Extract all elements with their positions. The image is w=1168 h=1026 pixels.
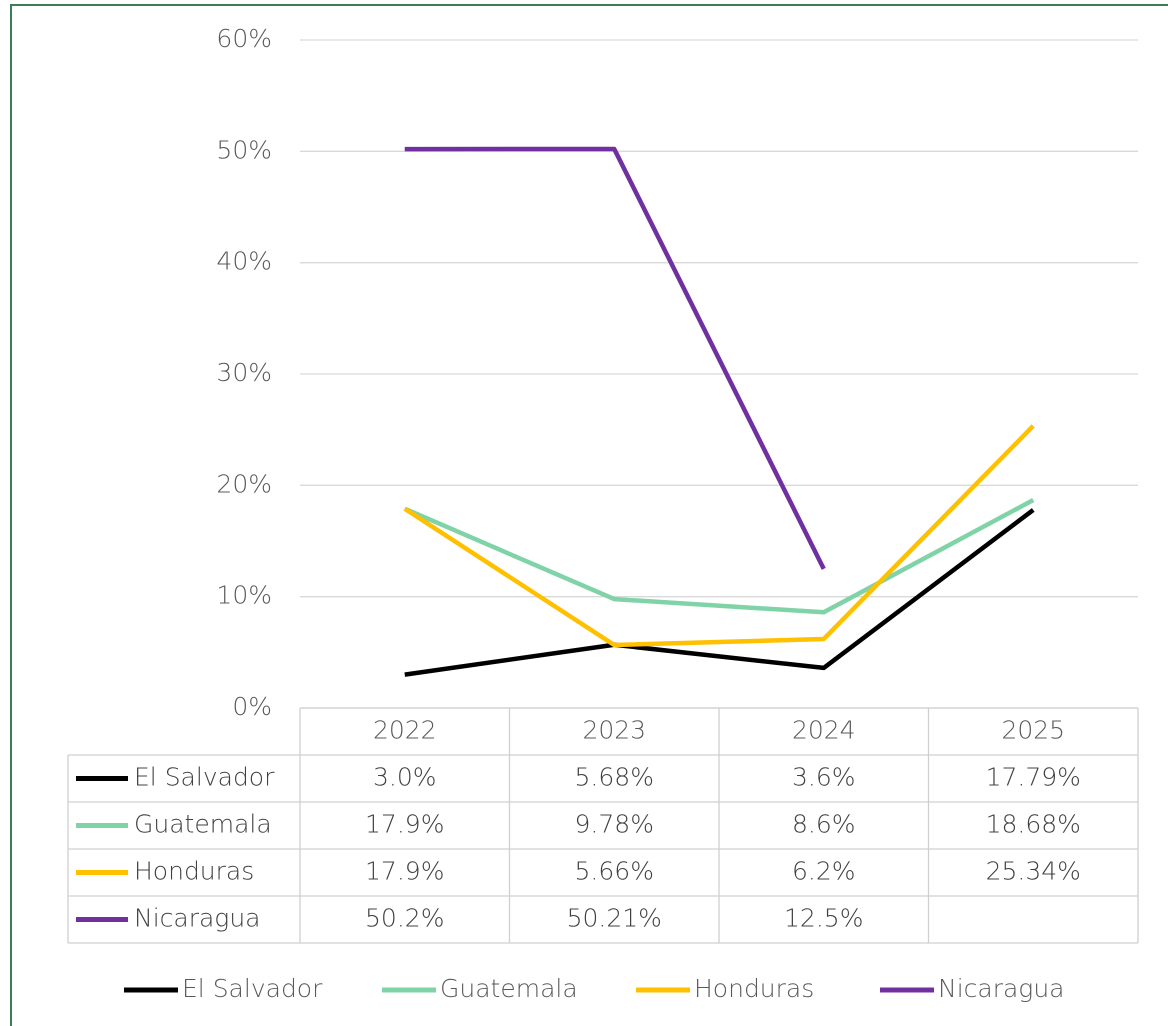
series-line — [404, 146, 826, 570]
legend-label: Honduras — [694, 974, 814, 1003]
y-tick-label: 50% — [216, 135, 272, 164]
table-cell: 50.2% — [365, 904, 444, 933]
table-cell: 3.6% — [792, 763, 856, 792]
table-cell: 9.78% — [575, 810, 654, 839]
x-tick-label: 2025 — [1001, 716, 1065, 745]
table-row-label: Nicaragua — [134, 904, 260, 933]
x-tick-label: 2024 — [792, 716, 856, 745]
table-row-label: El Salvador — [134, 763, 275, 792]
legend-label: Guatemala — [440, 974, 578, 1003]
table-cell: 3.0% — [373, 763, 437, 792]
table-cell: 25.34% — [986, 857, 1081, 886]
table-cell: 5.66% — [575, 857, 654, 886]
y-tick-label: 0% — [232, 692, 272, 721]
y-tick-label: 40% — [216, 247, 272, 276]
legend-label: El Salvador — [182, 974, 323, 1003]
table-cell: 6.2% — [792, 857, 856, 886]
y-tick-label: 10% — [216, 581, 272, 610]
legend-label: Nicaragua — [938, 974, 1064, 1003]
table-cell: 17.79% — [986, 763, 1081, 792]
y-tick-label: 20% — [216, 469, 272, 498]
table-row-label: Guatemala — [134, 810, 272, 839]
table-cell: 17.9% — [365, 810, 444, 839]
x-tick-label: 2022 — [373, 716, 437, 745]
series-line — [404, 508, 1035, 677]
table-cell: 18.68% — [986, 810, 1081, 839]
table-row-label: Honduras — [134, 857, 254, 886]
table-cell: 5.68% — [575, 763, 654, 792]
table-cell: 50.21% — [567, 904, 662, 933]
y-tick-label: 60% — [216, 24, 272, 53]
table-cell: 17.9% — [365, 857, 444, 886]
x-tick-label: 2023 — [582, 716, 646, 745]
table-cell: 8.6% — [792, 810, 856, 839]
chart-frame — [10, 4, 1168, 1026]
series-line — [403, 498, 1035, 615]
y-tick-label: 30% — [216, 358, 272, 387]
table-cell: 12.5% — [784, 904, 863, 933]
series-line — [403, 424, 1035, 648]
